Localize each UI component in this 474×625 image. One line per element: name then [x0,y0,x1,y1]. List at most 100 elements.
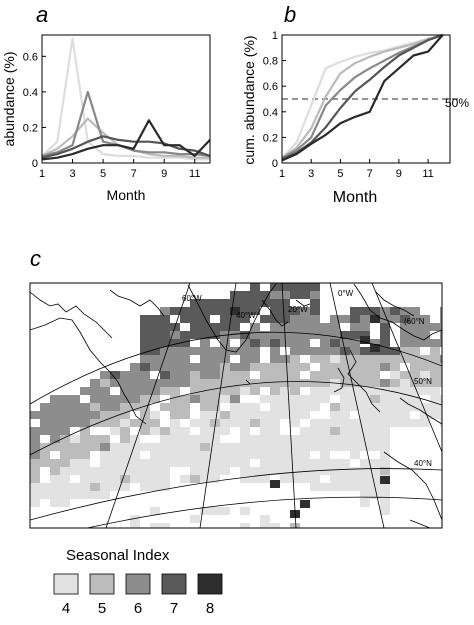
map-cell [380,315,390,323]
map-cell [220,387,230,395]
map-cell [110,395,120,403]
map-cell [280,299,290,307]
map-cell [100,443,110,451]
map-cell [80,483,90,491]
map-cell [110,467,120,475]
map-cell [360,307,370,315]
map-cell [70,419,80,427]
map-cell [90,467,100,475]
map-cell [150,467,160,475]
map-cell [430,363,440,371]
chart-b-xlabel: Month [333,189,377,206]
map-cell [250,411,260,419]
map-cell [210,323,220,331]
map-cell [390,347,400,355]
map-cell [330,347,340,355]
map-cell [420,339,430,347]
map-cell [260,435,270,443]
map-cell [290,331,300,339]
map-cell [210,435,220,443]
map-cell [150,339,160,347]
map-cell [320,419,330,427]
map-cell [70,483,80,491]
map-cell [420,363,430,371]
map-cell [210,475,220,483]
map-cell [50,435,60,443]
map-cell [360,483,370,491]
map-cell [270,411,280,419]
map-cell [170,355,180,363]
map-cell [340,315,350,323]
map-cell [300,307,310,315]
map-cell [220,427,230,435]
map-cell [290,523,300,528]
map-cell [380,331,390,339]
map-cell [160,467,170,475]
map-cell [410,387,420,395]
map-cell [160,371,170,379]
map-cell [320,363,330,371]
map-cell [210,467,220,475]
map-cell [50,427,60,435]
map-cell [40,403,50,411]
map-cell [420,323,430,331]
map-cell [210,419,220,427]
map-cell [270,307,280,315]
map-cell [70,403,80,411]
map-cell [170,363,180,371]
map-cell [370,467,380,475]
map-cell [270,403,280,411]
map-cell [380,387,390,395]
map-cell [250,403,260,411]
chart-a-marks [41,37,211,161]
map-cell [310,379,320,387]
map-cell [40,411,50,419]
map-cell [260,419,270,427]
map-cell [290,467,300,475]
coastlines [30,283,442,528]
map-cell [380,491,390,499]
map-cell [120,467,130,475]
map-cell [320,451,330,459]
map-cell [100,467,110,475]
map-cell [110,459,120,467]
map-cell [280,371,290,379]
map-cell [100,419,110,427]
map-cell [240,347,250,355]
map-cell [200,451,210,459]
map-cell [290,307,300,315]
map-cell [200,347,210,355]
seasonal-index-map: 60°W 40°W 20°W 0°W (60°N 50°N 40°N [29,282,443,529]
map-cell [50,467,60,475]
legend-label-4: 4 [62,600,70,617]
map-cell [140,315,150,323]
legend-swatch-6 [125,573,151,595]
map-cell [360,499,370,507]
map-cell [180,443,190,451]
map-cell [210,387,220,395]
map-cell [200,363,210,371]
map-cell [440,315,442,323]
map-cell [150,355,160,363]
map-cell [160,451,170,459]
map-cell [200,475,210,483]
map-cell [200,355,210,363]
map-cell [190,467,200,475]
map-cell [90,443,100,451]
chart-a-xtick-label: 5 [100,168,106,180]
map-cell [170,339,180,347]
chart-a-series-line-5 [41,119,211,161]
map-cell [350,475,360,483]
map-cell [100,435,110,443]
map-cell [220,323,230,331]
map-cell [90,475,100,483]
map-cell [60,499,70,507]
map-cell [190,299,200,307]
panel-letter-b: b [284,2,296,27]
chart-b: 1 3 5 7 9 11 0 0.2 0.4 0.6 0.8 1 50% Month cum. abu… [241,30,469,206]
map-cell [80,451,90,459]
map-cell [330,419,340,427]
map-cell [320,467,330,475]
map-cell [210,443,220,451]
map-cell [390,379,400,387]
